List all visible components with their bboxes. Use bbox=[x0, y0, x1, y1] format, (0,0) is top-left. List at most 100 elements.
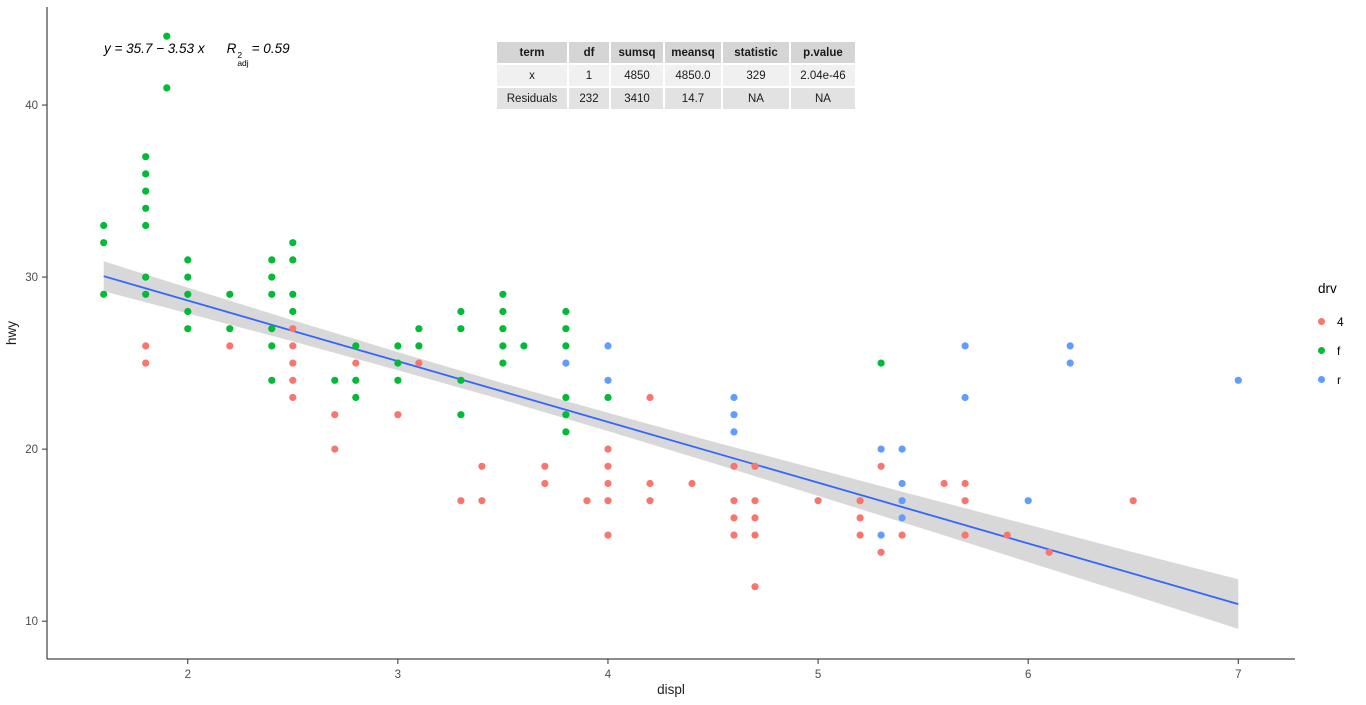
stats-cell: 4850 bbox=[611, 65, 663, 86]
data-point-drv-f bbox=[415, 325, 423, 333]
data-point-drv-f bbox=[562, 411, 570, 419]
data-point-drv-f bbox=[268, 256, 276, 264]
x-tick-label: 4 bbox=[605, 669, 612, 681]
data-point-drv-f bbox=[184, 256, 192, 264]
data-point-drv-4 bbox=[604, 479, 612, 488]
data-point-drv-f bbox=[394, 342, 402, 350]
data-point-drv-f bbox=[499, 290, 507, 298]
data-point-drv-4 bbox=[646, 393, 654, 402]
r-squared-subscript: adj bbox=[237, 58, 249, 68]
data-point-drv-4 bbox=[961, 497, 969, 505]
anova-stats-table: term df sumsq meansq statistic p.value x 1 4850… bbox=[495, 40, 857, 111]
data-point-drv-4 bbox=[751, 497, 759, 505]
data-point-drv-4 bbox=[289, 393, 297, 402]
data-point-drv-r bbox=[604, 376, 612, 384]
data-point-drv-4 bbox=[646, 497, 654, 505]
data-point-drv-f bbox=[352, 393, 360, 402]
data-point-drv-r bbox=[1234, 376, 1242, 384]
stats-cell: 329 bbox=[723, 65, 789, 86]
data-point-drv-4 bbox=[751, 531, 759, 539]
data-point-drv-f bbox=[268, 273, 276, 281]
stats-cell: NA bbox=[791, 88, 855, 109]
data-point-drv-r bbox=[877, 445, 885, 453]
stats-cell: 232 bbox=[569, 88, 609, 109]
data-point-drv-r bbox=[1066, 342, 1074, 350]
data-point-drv-4 bbox=[541, 479, 549, 488]
stats-cell: 14.7 bbox=[665, 88, 721, 109]
stats-header-sumsq: sumsq bbox=[611, 42, 663, 63]
data-point-drv-4 bbox=[688, 479, 696, 488]
data-point-drv-4 bbox=[394, 411, 402, 419]
stats-cell: 4850.0 bbox=[665, 65, 721, 86]
legend-key-dot-f bbox=[1318, 347, 1325, 354]
regression-line bbox=[103, 275, 1239, 605]
data-point-drv-4 bbox=[226, 342, 234, 350]
data-point-drv-f bbox=[163, 32, 171, 40]
data-point-drv-r bbox=[898, 445, 906, 453]
y-tick-label: 40 bbox=[25, 100, 38, 112]
data-point-drv-4 bbox=[541, 462, 549, 470]
r-squared-exponent: 2 bbox=[237, 50, 243, 60]
data-point-drv-r bbox=[730, 393, 738, 402]
stats-row-x: x 1 4850 4850.0 329 2.04e-46 bbox=[497, 65, 855, 86]
data-point-drv-r bbox=[730, 411, 738, 419]
stats-header-p-value: p.value bbox=[791, 42, 855, 63]
data-point-drv-f bbox=[352, 342, 360, 350]
data-point-drv-f bbox=[268, 290, 276, 298]
data-point-drv-f bbox=[877, 359, 885, 367]
y-axis-title: hwy bbox=[4, 321, 19, 345]
stats-cell: 3410 bbox=[611, 88, 663, 109]
data-point-drv-r bbox=[1024, 497, 1032, 505]
data-point-drv-4 bbox=[331, 445, 339, 453]
data-point-drv-4 bbox=[940, 479, 948, 488]
data-point-drv-4 bbox=[877, 462, 885, 470]
data-point-drv-4 bbox=[730, 462, 738, 470]
legend-key-dot-4 bbox=[1318, 318, 1325, 325]
data-point-drv-4 bbox=[856, 531, 864, 539]
x-tick-label: 3 bbox=[395, 669, 401, 681]
legend-key-dot-r bbox=[1318, 376, 1325, 383]
r-squared-symbol: R bbox=[226, 41, 237, 56]
data-point-drv-4 bbox=[814, 497, 822, 505]
data-point-drv-4 bbox=[352, 359, 360, 367]
data-point-drv-f bbox=[184, 307, 192, 316]
data-point-drv-r bbox=[730, 428, 738, 436]
data-point-drv-r bbox=[961, 342, 969, 350]
data-point-drv-r bbox=[898, 479, 906, 488]
equation-text: y = 35.7 − 3.53 x bbox=[104, 41, 205, 56]
data-point-drv-4 bbox=[478, 462, 486, 470]
data-point-drv-4 bbox=[457, 497, 465, 505]
data-point-drv-f bbox=[394, 359, 402, 367]
data-point-drv-4 bbox=[856, 497, 864, 505]
data-point-drv-f bbox=[100, 239, 108, 247]
stats-header-df: df bbox=[569, 42, 609, 63]
data-point-drv-r bbox=[898, 497, 906, 505]
data-point-drv-f bbox=[184, 273, 192, 281]
stats-cell: 1 bbox=[569, 65, 609, 86]
r-squared-value: = 0.59 bbox=[251, 41, 290, 56]
data-point-drv-f bbox=[268, 325, 276, 333]
legend-item-f: f bbox=[1318, 336, 1344, 365]
data-point-drv-f bbox=[289, 307, 297, 316]
data-point-drv-4 bbox=[289, 325, 297, 333]
data-point-drv-f bbox=[289, 256, 297, 264]
x-tick-label: 5 bbox=[815, 669, 821, 681]
data-point-drv-f bbox=[268, 376, 276, 384]
y-tick-label: 30 bbox=[25, 272, 38, 284]
data-point-drv-f bbox=[604, 393, 612, 402]
data-point-drv-f bbox=[499, 342, 507, 350]
data-point-drv-4 bbox=[1129, 497, 1137, 505]
legend-label-f: f bbox=[1337, 343, 1341, 358]
data-point-drv-r bbox=[877, 531, 885, 539]
legend-title: drv bbox=[1318, 281, 1337, 296]
data-point-drv-4 bbox=[604, 531, 612, 539]
data-point-drv-4 bbox=[730, 497, 738, 505]
stats-header-term: term bbox=[497, 42, 567, 63]
data-point-drv-4 bbox=[142, 342, 150, 350]
stats-cell: 2.04e-46 bbox=[791, 65, 855, 86]
data-point-drv-4 bbox=[289, 342, 297, 350]
data-point-drv-f bbox=[184, 290, 192, 298]
y-tick-label: 10 bbox=[25, 616, 38, 628]
x-tick-label: 6 bbox=[1025, 669, 1031, 681]
